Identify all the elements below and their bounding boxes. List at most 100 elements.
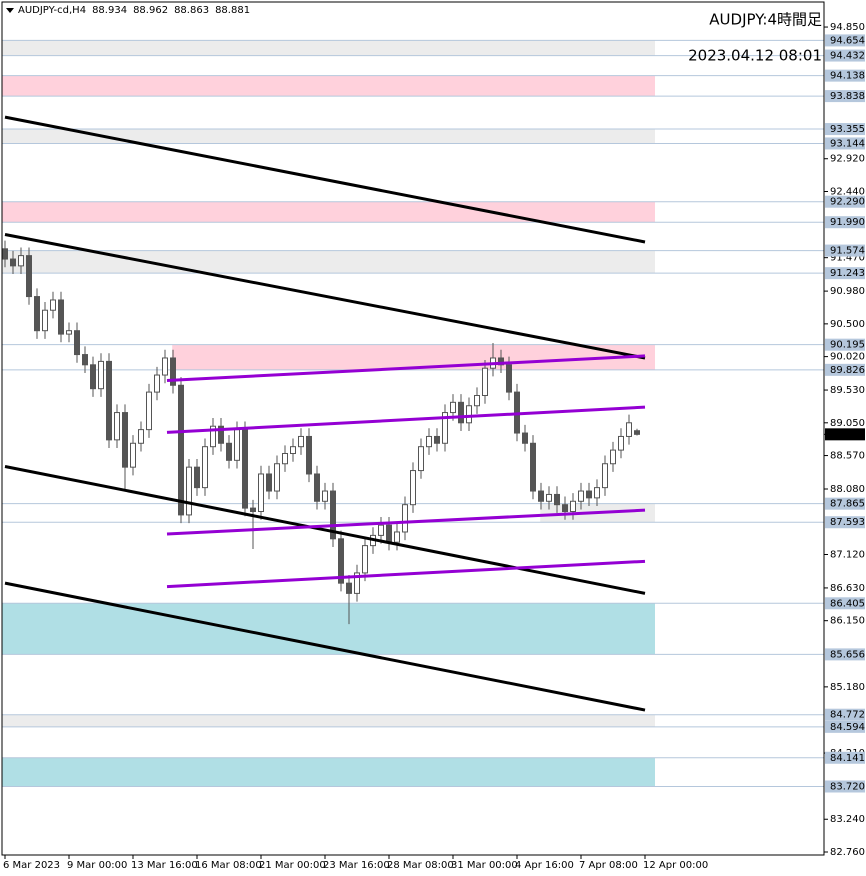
candle-body	[74, 330, 80, 356]
y-tick-label: 82.760	[830, 847, 865, 858]
trend-line	[4, 233, 646, 360]
level-label: 93.838	[830, 91, 865, 102]
candle-body	[258, 473, 264, 513]
zone	[2, 714, 655, 727]
candle-body	[554, 493, 560, 506]
candle-body	[402, 504, 408, 533]
candle-body	[386, 524, 392, 543]
candle-body	[562, 504, 568, 513]
x-tick-label: 21 Mar 00:00	[259, 860, 326, 871]
y-tick-label: 89.530	[830, 385, 865, 396]
level-label-box	[825, 34, 865, 47]
zone	[2, 40, 655, 56]
candle-body	[202, 446, 208, 489]
level-label: 94.432	[830, 51, 865, 62]
candle-body	[98, 360, 104, 390]
candle-body	[66, 330, 72, 335]
level-label-box	[825, 516, 865, 529]
level-label: 84.594	[830, 722, 865, 733]
y-tick-label: 94.850	[830, 22, 865, 33]
level-label-box	[825, 49, 865, 62]
y-tick-label: 92.920	[830, 154, 865, 165]
header-close: 88.881	[215, 5, 250, 16]
level-label-box	[825, 708, 865, 721]
level-label: 86.405	[830, 598, 865, 609]
chart-subtitle: 2023.04.12 08:01	[688, 47, 822, 65]
x-tick-label: 13 Mar 16:00	[131, 860, 198, 871]
header-low: 88.863	[174, 5, 209, 16]
candle-body	[578, 490, 584, 502]
y-tick-label: 87.120	[830, 549, 865, 560]
candle-body	[314, 473, 320, 502]
candle-body	[474, 395, 480, 407]
y-tick-label: 89.050	[830, 418, 865, 429]
candle-body	[306, 435, 312, 475]
x-tick-label: 7 Apr 08:00	[579, 860, 638, 871]
level-label-box	[825, 123, 865, 136]
candle-body	[106, 360, 112, 441]
level-label: 91.990	[830, 217, 865, 228]
trend-line	[166, 354, 646, 382]
level-label: 84.141	[830, 753, 865, 764]
candle-body	[178, 384, 184, 516]
candle-body	[506, 364, 512, 393]
plot-area	[2, 39, 824, 787]
candle-body	[290, 446, 296, 455]
candle-body	[394, 531, 400, 543]
candle-body	[194, 466, 200, 489]
candle-body	[210, 425, 216, 448]
y-tick-label: 88.570	[830, 451, 865, 462]
candle-body	[634, 430, 640, 435]
candle-body	[186, 466, 192, 516]
candle-body	[90, 364, 96, 390]
candle-body	[298, 435, 304, 448]
level-label: 84.772	[830, 710, 865, 721]
x-tick-label: 6 Mar 2023	[3, 860, 60, 871]
candle-body	[610, 449, 616, 465]
y-tick-label: 86.630	[830, 583, 865, 594]
zone	[2, 129, 655, 144]
level-label: 93.355	[830, 124, 865, 135]
plot-frame	[1, 1, 825, 856]
candle-body	[570, 500, 576, 513]
candle-body	[234, 429, 240, 461]
candle-body	[82, 354, 88, 366]
level-label-box	[825, 751, 865, 764]
level-label: 93.144	[830, 138, 865, 149]
candle-body	[242, 429, 248, 509]
candle-body	[538, 490, 544, 502]
candle-body	[594, 487, 600, 499]
candle-body	[618, 435, 624, 451]
candle-body	[466, 405, 472, 424]
header-open: 88.934	[92, 5, 127, 16]
candle-body	[162, 357, 168, 376]
zone	[2, 757, 655, 787]
candle-body	[18, 255, 24, 267]
candle-body	[170, 357, 176, 386]
level-label: 83.720	[830, 781, 865, 792]
candle-body	[362, 545, 368, 574]
level-label: 90.195	[830, 340, 865, 351]
trend-line	[4, 465, 646, 595]
level-label-box	[825, 363, 865, 376]
candle-body	[330, 490, 336, 540]
level-label-box	[825, 195, 865, 208]
level-label: 94.138	[830, 71, 865, 82]
candle-body	[138, 429, 144, 444]
candle-body	[482, 367, 488, 397]
candle-body	[122, 412, 128, 468]
y-tick-label: 90.500	[830, 319, 865, 330]
zone	[172, 344, 655, 370]
y-tick-label: 90.020	[830, 352, 865, 363]
level-label-box	[825, 338, 865, 351]
level-label-box	[825, 267, 865, 280]
candle-body	[522, 432, 528, 444]
menu-icon	[6, 8, 14, 13]
y-tick-label: 88.080	[830, 484, 865, 495]
level-label-box	[825, 244, 865, 257]
candle-body	[274, 463, 280, 492]
candle-body	[26, 255, 32, 298]
x-tick-label: 4 Apr 16:00	[515, 860, 574, 871]
y-tick-label: 86.150	[830, 616, 865, 627]
